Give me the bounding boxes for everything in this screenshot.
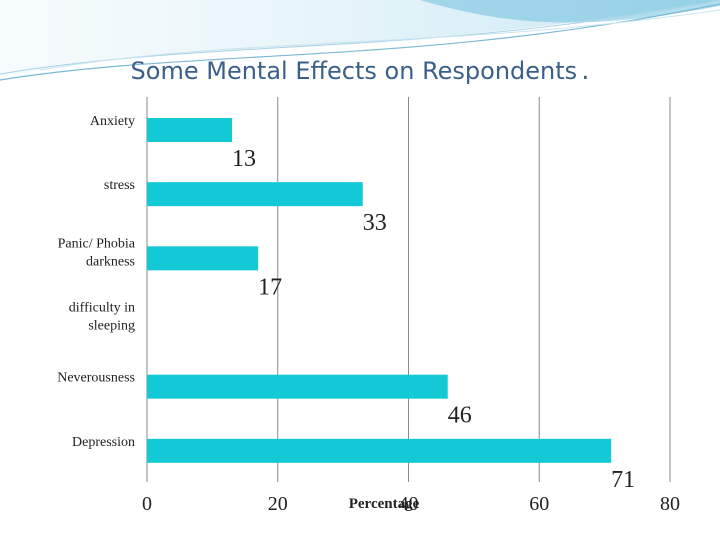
category-label-4: Neverousness [57, 371, 135, 386]
x-axis-label: Percentage [349, 496, 420, 512]
data-label-1: 33 [363, 210, 387, 236]
x-tick-label-20: 20 [268, 493, 288, 515]
data-label-5: 71 [611, 467, 635, 493]
bar-2 [147, 246, 259, 271]
x-tick-label-40: 40 [399, 493, 419, 515]
slide-title-dot: . [581, 56, 590, 86]
category-label-5: Depression [72, 435, 135, 450]
header-swoosh-decoration [0, 0, 720, 81]
x-tick-label-80: 80 [660, 493, 680, 515]
x-tick-label-0: 0 [142, 493, 152, 515]
data-label-2: 17 [258, 274, 282, 300]
bar-1 [147, 182, 363, 207]
slide-title: Some Mental Effects on Respondents. [0, 56, 720, 86]
data-label-0: 13 [232, 146, 256, 172]
slide-title-text: Some Mental Effects on Respondents [130, 57, 578, 85]
category-label-2: Panic/ Phobia darkness [58, 236, 136, 269]
bar-4 [147, 374, 448, 399]
category-label-1: stress [104, 178, 135, 193]
category-label-3: difficulty in sleeping [69, 301, 135, 334]
data-label-4: 46 [448, 403, 472, 429]
x-tick-label-60: 60 [529, 493, 549, 515]
bar-0 [147, 118, 232, 142]
category-label-0: Anxiety [90, 114, 135, 129]
bar-5 [147, 438, 612, 463]
